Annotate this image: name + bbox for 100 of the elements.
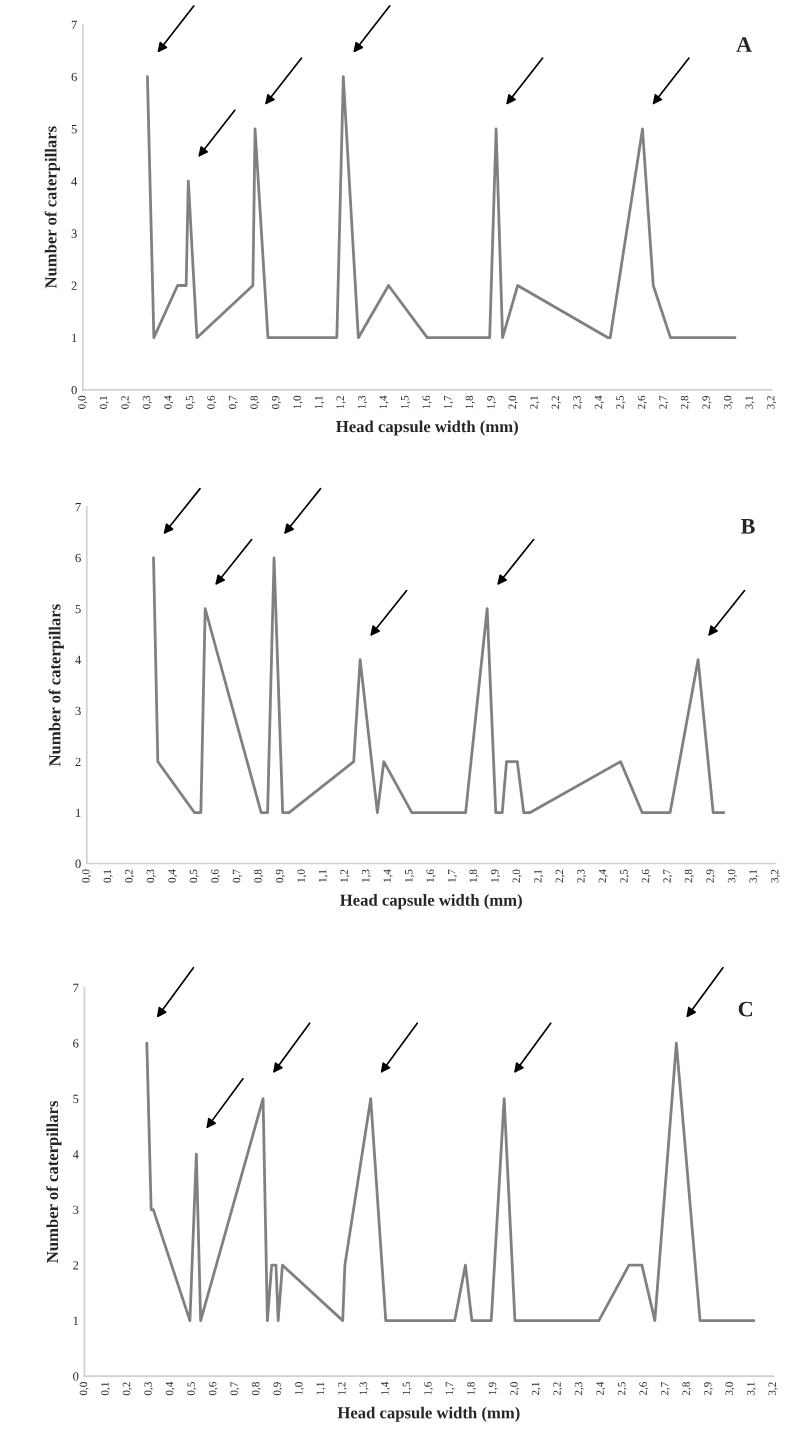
- x-axis-title: Head capsule width (mm): [336, 420, 518, 436]
- x-tick-label: 0,4: [164, 395, 174, 409]
- x-tick-label: 0,0: [82, 869, 92, 883]
- x-tick-label: 2,9: [706, 869, 716, 883]
- x-tick-label: 3,2: [768, 1382, 778, 1396]
- x-tick-label: 1,2: [336, 396, 346, 409]
- x-tick-label: 2,2: [553, 1382, 563, 1396]
- x-tick-label: 0,2: [122, 1382, 132, 1396]
- x-tick-label: 1,6: [422, 395, 432, 409]
- x-tick-label: 2,5: [620, 869, 630, 883]
- y-tick-label: 1: [76, 808, 81, 817]
- x-tick-label: 0,3: [142, 395, 152, 409]
- x-tick-label: 2,3: [574, 1382, 584, 1396]
- x-tick-label: 0,6: [211, 869, 221, 883]
- y-tick-label: 5: [73, 1094, 79, 1104]
- x-tick-label: 0,1: [101, 1382, 111, 1396]
- x-tick-label: 2,0: [510, 1382, 520, 1396]
- x-tick-label: 1,5: [401, 395, 411, 409]
- x-tick-label: 3,1: [747, 1382, 757, 1396]
- x-tick-label: 1,0: [297, 869, 307, 882]
- x-tick-label: 2,4: [596, 1381, 606, 1396]
- x-tick-label: 0,9: [273, 1382, 283, 1396]
- x-tick-label: 2,0: [512, 869, 522, 883]
- x-tick-label: 0,4: [168, 869, 178, 883]
- x-tick-label: 1,7: [445, 1382, 455, 1395]
- x-tick-label: 2,1: [531, 1382, 541, 1396]
- x-tick-label: 1,2: [340, 869, 350, 882]
- x-axis-title: Head capsule width (mm): [337, 1406, 520, 1422]
- y-tick-label: 5: [71, 125, 77, 134]
- x-tick-label: 1,0: [294, 1382, 305, 1395]
- x-tick-label: 0,1: [103, 869, 113, 883]
- x-tick-label: 0,2: [121, 396, 131, 409]
- y-tick-label: 7: [73, 983, 79, 993]
- x-tick-label: 1,3: [361, 869, 371, 882]
- x-tick-label: 0,7: [228, 395, 238, 409]
- x-tick-label: 2,9: [703, 1382, 714, 1396]
- x-tick-label: 2,4: [598, 869, 608, 883]
- x-tick-label: 1,6: [426, 869, 436, 882]
- chart-title: A: [736, 37, 752, 52]
- x-tick-label: 2,8: [680, 395, 690, 409]
- x-tick-label: 1,3: [357, 395, 368, 409]
- y-tick-label: 3: [75, 706, 81, 716]
- x-tick-label: 1,6: [424, 1382, 434, 1395]
- x-tick-label: 1,1: [316, 1382, 326, 1395]
- x-tick-label: 1,4: [379, 395, 389, 409]
- y-tick-label: 1: [73, 1316, 79, 1325]
- x-tick-label: 2,6: [641, 869, 651, 883]
- x-tick-label: 3,0: [723, 395, 733, 409]
- y-tick-label: 2: [73, 1261, 79, 1270]
- x-tick-label: 0,3: [144, 1382, 154, 1396]
- chart-title: C: [738, 1001, 752, 1017]
- x-tick-label: 2,8: [682, 1382, 692, 1396]
- x-tick-label: 1,5: [405, 869, 415, 882]
- x-tick-label: 2,7: [659, 395, 669, 409]
- x-tick-label: 1,8: [467, 1382, 477, 1395]
- x-tick-label: 0,1: [99, 396, 109, 409]
- x-tick-label: 2,0: [508, 395, 518, 409]
- y-tick-label: 2: [71, 281, 77, 290]
- x-tick-label: 3,1: [745, 396, 755, 409]
- x-tick-label: 1,9: [488, 1382, 498, 1395]
- x-tick-label: 0,5: [189, 869, 199, 883]
- x-tick-label: 2,5: [617, 1382, 627, 1396]
- y-tick-label: 3: [71, 229, 77, 238]
- y-tick-label: 0: [71, 385, 77, 395]
- x-tick-label: 2,6: [639, 1382, 649, 1396]
- y-tick-label: 0: [73, 1372, 79, 1381]
- x-tick-label: 2,7: [663, 869, 673, 883]
- line-series: [146, 75, 737, 340]
- x-tick-label: 0,7: [232, 869, 242, 883]
- x-tick-label: 1,7: [448, 869, 458, 882]
- y-axis-title: Number of caterpillars: [46, 1101, 62, 1263]
- y-axis-title: Number of caterpillars: [48, 604, 64, 767]
- x-tick-label: 2,3: [573, 395, 583, 409]
- x-tick-label: 0,6: [208, 1382, 218, 1396]
- x-tick-label: 1,1: [314, 396, 324, 409]
- x-tick-label: 0,8: [251, 1382, 261, 1396]
- x-tick-label: 1,9: [487, 395, 497, 409]
- y-tick-label: 2: [75, 757, 81, 766]
- x-tick-label: 2,3: [577, 869, 587, 883]
- x-tick-label: 2,4: [594, 395, 604, 409]
- y-tick-label: 7: [75, 503, 81, 512]
- x-tick-label: 2,1: [534, 869, 544, 883]
- y-tick-label: 3: [73, 1205, 79, 1215]
- x-tick-label: 1,8: [469, 869, 479, 882]
- x-tick-label: 0,3: [146, 869, 156, 883]
- x-tick-label: 1,7: [444, 395, 454, 409]
- x-tick-label: 2,5: [616, 395, 626, 409]
- y-tick-label: 6: [73, 1039, 79, 1048]
- x-tick-label: 3,0: [725, 1382, 735, 1396]
- x-tick-label: 0,5: [187, 1382, 197, 1396]
- x-tick-label: 0,0: [78, 395, 88, 409]
- y-tick-label: 0: [75, 859, 81, 868]
- x-tick-label: 3,1: [749, 869, 759, 883]
- x-tick-label: 2,6: [637, 395, 647, 409]
- x-tick-label: 1,5: [402, 1382, 412, 1395]
- x-tick-label: 1,9: [491, 869, 501, 882]
- x-tick-label: 2,9: [702, 395, 712, 409]
- x-tick-label: 0,0: [79, 1382, 89, 1396]
- line-series: [152, 556, 726, 814]
- y-tick-label: 4: [75, 655, 82, 665]
